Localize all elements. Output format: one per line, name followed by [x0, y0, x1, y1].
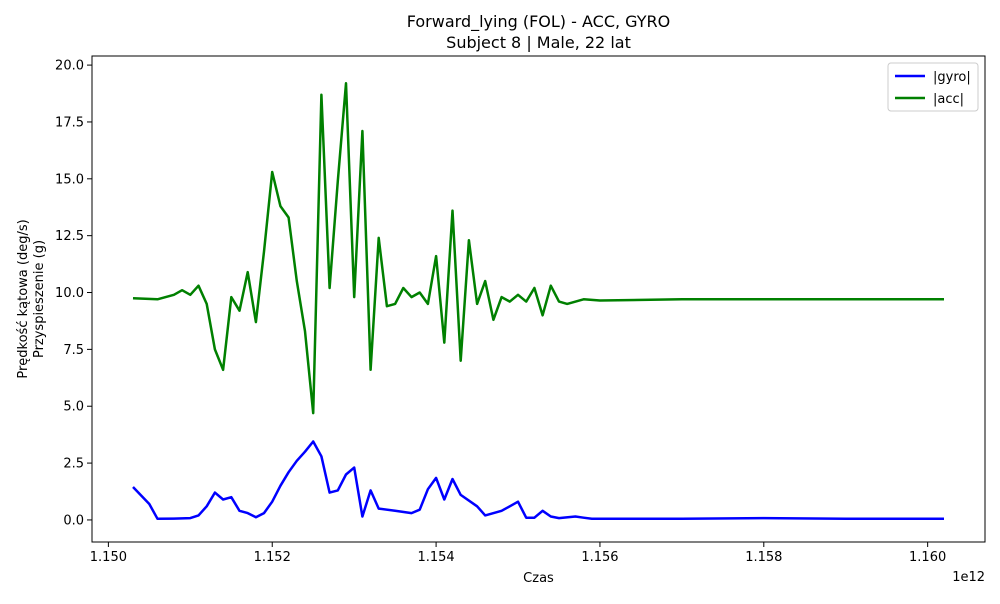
legend: |gyro| |acc|: [887, 62, 979, 112]
series-line-1: [132, 82, 944, 415]
x-tick-label: 1.152: [254, 550, 291, 565]
y-axis-label-line2: Przyspieszenie (g): [32, 240, 47, 358]
y-tick-label: 5.0: [63, 400, 84, 415]
x-tick-label: 1.160: [909, 550, 946, 565]
x-tick-label: 1.154: [417, 550, 454, 565]
y-tick-label: 7.5: [63, 343, 84, 358]
legend-label-gyro: |gyro|: [933, 70, 971, 85]
plot-frame: [91, 55, 986, 543]
series-line-0: [132, 440, 944, 521]
y-tick-label: 20.0: [55, 59, 84, 74]
x-tick-label: 1.158: [745, 550, 782, 565]
x-axis: 1.150 1.152 1.154 1.156 1.158 1.160: [90, 542, 946, 565]
y-axis-label-line1: Prędkość kątowa (deg/s): [16, 219, 31, 378]
y-tick-label: 12.5: [55, 229, 84, 244]
y-tick-label: 0.0: [63, 513, 84, 528]
y-tick-label: 15.0: [55, 172, 84, 187]
chart-subtitle: Subject 8 | Male, 22 lat: [446, 33, 631, 52]
y-axis: 0.0 2.5 5.0 7.5 10.0 12.5 15.0 17.5 20.0: [55, 59, 92, 528]
y-tick-label: 10.0: [55, 286, 84, 301]
series-lines: [132, 82, 944, 521]
x-axis-label: Czas: [523, 571, 554, 586]
y-tick-label: 2.5: [63, 457, 84, 472]
x-tick-label: 1.150: [90, 550, 127, 565]
x-tick-label: 1.156: [581, 550, 618, 565]
chart-title: Forward_lying (FOL) - ACC, GYRO: [407, 12, 671, 32]
legend-label-acc: |acc|: [933, 92, 964, 107]
y-tick-label: 17.5: [55, 115, 84, 130]
x-axis-offset: 1e12: [952, 570, 985, 585]
